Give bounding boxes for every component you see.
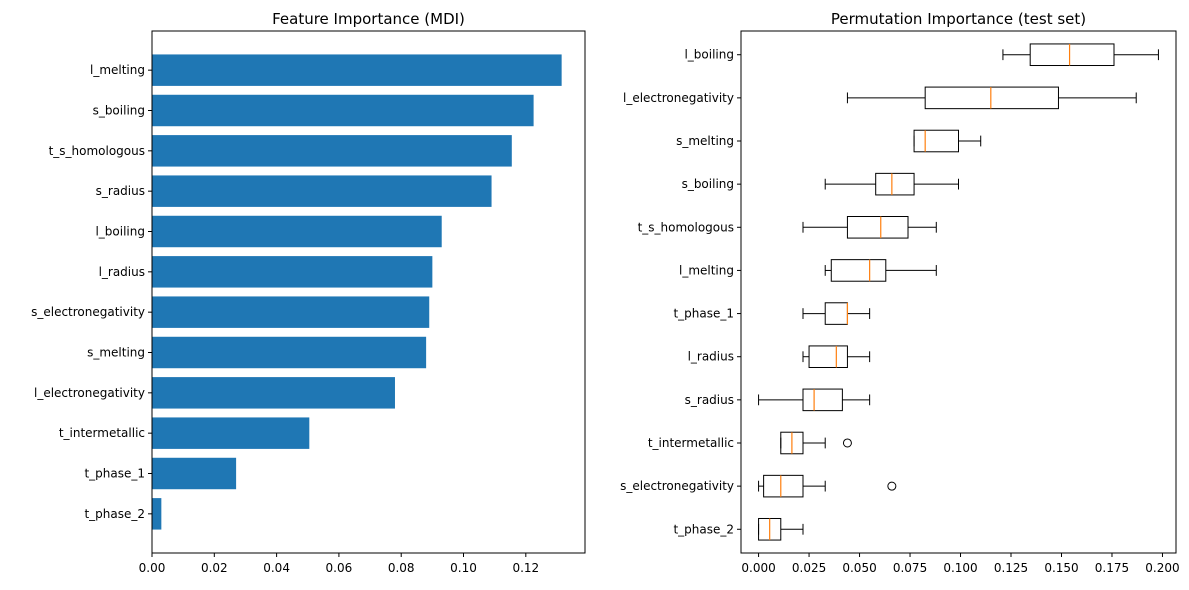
y-tick-label: t_intermetallic [648,436,734,450]
x-tick-label: 0.000 [741,561,775,575]
x-tick-label: 0.08 [388,561,415,575]
bar-l_electronegativity [152,377,395,409]
x-tick-label: 0.025 [792,561,826,575]
box-l_melting [824,259,937,282]
box-t_s_homologous [802,216,937,239]
box-t_phase_2 [758,517,804,541]
y-tick-label: t_phase_1 [84,467,145,481]
permutation-chart-title: Permutation Importance (test set) [831,10,1086,28]
iqr-box [802,388,843,412]
iqr-box [808,345,848,368]
mdi-y-ticks: t_phase_2 t_phase_1 t_intermetallic l_elect… [31,63,152,521]
y-tick-label: l_melting [90,63,145,77]
mdi-x-ticks: 0.00 0.02 0.04 0.06 0.08 0.10 0.12 [139,553,539,575]
x-tick-label: 0.125 [994,561,1028,575]
y-tick-label: s_boiling [682,177,734,191]
x-tick-label: 0.050 [842,561,876,575]
iqr-box [1029,43,1115,67]
mdi-chart-title: Feature Importance (MDI) [272,10,465,28]
y-tick-label: t_phase_1 [673,307,734,321]
y-tick-label: l_electronegativity [34,386,145,400]
y-tick-label: s_boiling [93,104,145,118]
permutation-x-ticks: 0.000 0.025 0.050 0.075 0.100 0.125 0.150 0.175… [741,553,1180,575]
iqr-box [875,172,915,196]
y-tick-label: s_melting [676,134,734,148]
y-tick-label: s_radius [96,184,145,198]
y-tick-label: s_radius [685,393,734,407]
box-s_melting [913,129,982,153]
iqr-box [924,86,1059,110]
bar-s_boiling [152,94,534,127]
bar-l_radius [152,256,433,288]
permutation-axes-frame [740,30,1177,554]
y-tick-label: t_s_homologous [49,144,145,158]
mdi-bars [152,54,562,530]
y-tick-label: l_radius [99,265,145,279]
y-tick-label: l_boiling [95,225,145,239]
y-tick-label: t_phase_2 [84,507,145,521]
y-tick-label: l_boiling [684,48,734,62]
permutation-chart: Permutation Importance (test set) t_phas… [620,10,1180,575]
x-tick-label: 0.00 [139,561,166,575]
y-tick-label: t_s_homologous [638,220,734,234]
mdi-chart: Feature Importance (MDI) t_phase_2t_phas… [31,10,586,575]
permutation-boxes [758,43,1159,541]
y-tick-label: t_phase_2 [673,522,734,536]
bar-t_phase_2 [152,498,162,530]
y-tick-label: s_electronegativity [620,479,734,493]
x-tick-label: 0.02 [201,561,228,575]
box-l_electronegativity [846,86,1137,110]
bar-t_intermetallic [152,417,310,449]
flier-point [842,438,852,448]
box-t_phase_1 [802,302,871,325]
x-tick-label: 0.12 [512,561,539,575]
bar-t_phase_1 [152,457,237,490]
flier-point [887,481,897,491]
y-tick-label: l_melting [679,263,734,277]
iqr-box [763,474,804,498]
bar-s_melting [152,336,427,369]
bar-t_s_homologous [152,135,512,167]
x-tick-label: 0.04 [263,561,290,575]
x-tick-label: 0.100 [943,561,977,575]
x-tick-label: 0.075 [893,561,927,575]
bar-l_boiling [152,215,442,248]
x-tick-label: 0.06 [326,561,353,575]
iqr-box [830,259,887,282]
box-s_boiling [824,172,959,196]
y-tick-label: s_melting [87,346,145,360]
y-tick-label: t_intermetallic [59,426,145,440]
bar-s_radius [152,175,492,207]
box-l_boiling [1002,43,1159,67]
mdi-axes-frame [151,30,586,554]
box-l_radius [802,345,871,368]
x-tick-label: 0.150 [1044,561,1078,575]
iqr-box [846,216,909,239]
box-s_radius [758,388,871,412]
permutation-y-ticks: t_phase_2 s_electronegativity t_intermetal… [620,48,741,536]
x-tick-label: 0.175 [1095,561,1129,575]
bar-s_electronegativity [152,296,430,328]
x-tick-label: 0.200 [1145,561,1179,575]
iqr-box [913,129,960,153]
y-tick-label: s_electronegativity [31,305,145,319]
bar-l_melting [152,54,562,86]
box-t_intermetallic [780,431,852,455]
y-tick-label: l_electronegativity [623,91,734,105]
y-tick-label: l_radius [688,350,734,364]
x-tick-label: 0.10 [450,561,477,575]
box-s_electronegativity [758,474,897,498]
